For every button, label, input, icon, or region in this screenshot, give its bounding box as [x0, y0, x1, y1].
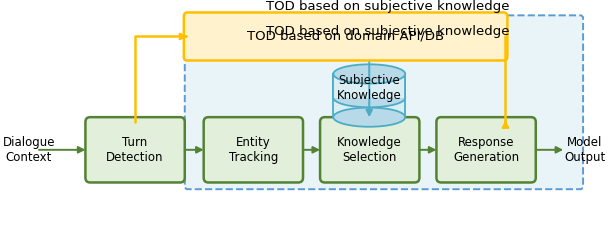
- Text: Turn
Detection: Turn Detection: [106, 136, 164, 164]
- FancyBboxPatch shape: [204, 117, 303, 182]
- Text: Entity
Tracking: Entity Tracking: [229, 136, 278, 164]
- FancyBboxPatch shape: [320, 117, 420, 182]
- Ellipse shape: [333, 64, 405, 84]
- Text: TOD based on subjective knowledge: TOD based on subjective knowledge: [266, 0, 510, 13]
- Text: TOD based on subjective knowledge: TOD based on subjective knowledge: [266, 25, 510, 38]
- Polygon shape: [333, 74, 405, 98]
- Text: Subjective
Knowledge: Subjective Knowledge: [337, 74, 402, 102]
- Polygon shape: [333, 74, 405, 117]
- FancyBboxPatch shape: [437, 117, 536, 182]
- FancyBboxPatch shape: [184, 13, 508, 60]
- Text: Knowledge
Selection: Knowledge Selection: [337, 136, 402, 164]
- Ellipse shape: [333, 108, 405, 127]
- FancyBboxPatch shape: [85, 117, 185, 182]
- Text: Response
Generation: Response Generation: [453, 136, 519, 164]
- Text: TOD based on domain API/DB: TOD based on domain API/DB: [247, 30, 444, 43]
- FancyBboxPatch shape: [185, 15, 583, 189]
- Text: Dialogue
Context: Dialogue Context: [2, 136, 55, 164]
- Ellipse shape: [333, 88, 405, 107]
- Text: Model
Output: Model Output: [564, 136, 606, 164]
